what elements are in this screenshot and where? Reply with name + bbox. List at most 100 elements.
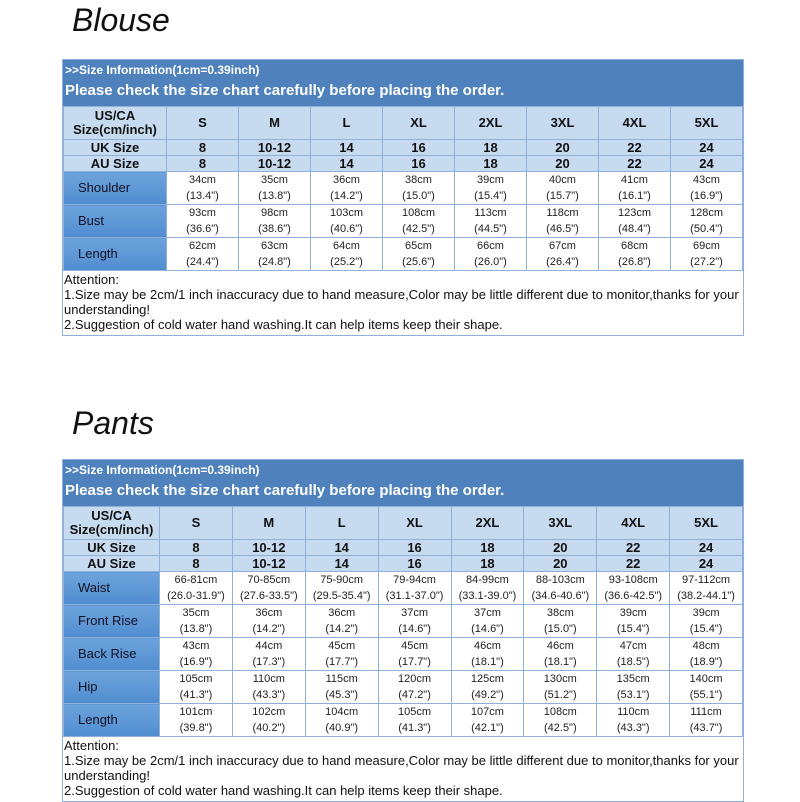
inch-value: (15.4")	[616, 623, 650, 635]
cm-value: 68cm	[621, 240, 648, 252]
inch-value: (38.2-44.1")	[677, 590, 735, 602]
cm-value: 62cm	[189, 240, 216, 252]
inch-value: (17.7")	[398, 656, 431, 668]
cm-value: 128cm	[689, 207, 724, 219]
cm-value: 45cm	[401, 640, 429, 652]
inch-value: (27.2")	[690, 256, 723, 268]
cm-value: 105cm	[179, 673, 213, 685]
size-M: M	[231, 506, 306, 540]
au-size-value: 8	[166, 155, 239, 172]
measurement-cell: 45cm (17.7")	[304, 637, 379, 671]
cm-value: 135cm	[616, 673, 650, 685]
attention-line: Attention:	[64, 272, 119, 287]
measurement-cell: 98cm (38.6")	[238, 204, 311, 238]
au-size-value: 18	[454, 155, 527, 172]
blouse-attention: Attention: 1.Size may be 2cm/1 inch inacc…	[63, 271, 743, 335]
cm-value: 36cm	[255, 607, 283, 619]
inch-value: (13.8")	[258, 190, 291, 202]
inch-value: (39.8")	[179, 722, 213, 734]
measurement-cell: 84-99cm (33.1-39.0")	[450, 571, 525, 605]
au-size-value: 10-12	[231, 555, 306, 572]
size-label-cell: US/CA Size(cm/inch)	[63, 506, 160, 540]
size-2XL: 2XL	[454, 106, 527, 140]
blouse-title: Blouse	[72, 2, 170, 38]
attention-line: 2.Suggestion of cold water hand washing.…	[64, 783, 503, 798]
cm-value: 93-108cm	[608, 574, 658, 586]
uk-size-value: 14	[310, 139, 383, 156]
size-L: L	[304, 506, 379, 540]
inch-value: (45.3")	[325, 689, 358, 701]
cm-value: 69cm	[693, 240, 720, 252]
inch-value: (14.6")	[471, 623, 504, 635]
inch-value: (46.5")	[546, 223, 579, 235]
au-size-value: 20	[526, 155, 599, 172]
measurement-cell: 35cm (13.8")	[159, 604, 233, 638]
cm-value: 75-90cm	[320, 574, 364, 586]
inch-value: (26.4")	[546, 256, 579, 268]
measurement-cell: 104cm (40.9")	[304, 703, 379, 737]
measurement-label: Front Rise	[63, 604, 160, 638]
cm-value: 44cm	[255, 640, 283, 652]
measurement-label: Waist	[63, 571, 160, 605]
size-4XL: 4XL	[598, 106, 671, 140]
measurement-cell: 36cm (14.2")	[231, 604, 306, 638]
cm-value: 120cm	[398, 673, 432, 685]
measurement-row: Shoulder 34cm (13.4") 35cm (13.8") 36cm (14.2"…	[63, 171, 743, 205]
au-size-value: 24	[669, 555, 743, 572]
inch-value: (43.3")	[252, 689, 286, 701]
measurement-cell: 67cm (26.4")	[526, 237, 599, 271]
inch-value: (36.6-42.5")	[604, 590, 663, 602]
inch-value: (14.2")	[325, 623, 358, 635]
inch-value: (44.5")	[474, 223, 507, 235]
cm-value: 98cm	[261, 207, 288, 219]
inch-value: (53.1")	[616, 689, 650, 701]
inch-value: (26.0-31.9")	[167, 590, 225, 602]
cm-value: 47cm	[619, 640, 647, 652]
measurement-cell: 69cm (27.2")	[670, 237, 743, 271]
measurement-cell: 103cm (40.6")	[310, 204, 383, 238]
size-S: S	[159, 506, 233, 540]
cm-value: 37cm	[473, 607, 501, 619]
measurement-cell: 140cm (55.1")	[669, 670, 743, 704]
measurement-cell: 110cm (43.3")	[596, 703, 671, 737]
size-XL: XL	[377, 506, 452, 540]
instruction-line: Please check the size chart carefully be…	[65, 82, 505, 99]
measurement-cell: 97-112cm (38.2-44.1")	[669, 571, 743, 605]
cm-value: 79-94cm	[393, 574, 436, 586]
au-size-value: 14	[310, 155, 383, 172]
size-info-line: >>Size Information(1cm=0.39inch)	[65, 463, 260, 477]
measurement-row: Length 101cm (39.8") 102cm (40.2") 104cm (40.9…	[63, 703, 743, 737]
measurement-cell: 66-81cm (26.0-31.9")	[159, 571, 233, 605]
cm-value: 115cm	[325, 673, 358, 685]
uk-size-value: 22	[598, 139, 671, 156]
size-2XL: 2XL	[450, 506, 525, 540]
uk-size-value: 20	[526, 139, 599, 156]
cm-value: 70-85cm	[247, 574, 291, 586]
cm-value: 38cm	[405, 174, 432, 186]
cm-value: 88-103cm	[535, 574, 585, 586]
cm-value: 140cm	[689, 673, 723, 685]
measurement-cell: 34cm (13.4")	[166, 171, 239, 205]
au-size-value: 8	[159, 555, 233, 572]
uk-size-value: 20	[523, 539, 598, 556]
measurement-cell: 88-103cm (34.6-40.6")	[523, 571, 598, 605]
cm-value: 48cm	[692, 640, 720, 652]
measurement-cell: 130cm (51.2")	[523, 670, 598, 704]
uk-size-label: UK Size	[63, 139, 167, 156]
measurement-cell: 43cm (16.9")	[159, 637, 233, 671]
cm-value: 35cm	[261, 174, 288, 186]
inch-value: (15.0")	[402, 190, 435, 202]
inch-value: (16.9")	[690, 190, 723, 202]
measurement-cell: 48cm (18.9")	[669, 637, 743, 671]
measurement-cell: 135cm (53.1")	[596, 670, 671, 704]
measurement-row: Waist 66-81cm (26.0-31.9") 70-85cm (27.6-33.…	[63, 571, 743, 605]
measurement-cell: 37cm (14.6")	[377, 604, 452, 638]
measurement-cell: 128cm (50.4")	[670, 204, 743, 238]
inch-value: (15.0")	[543, 623, 577, 635]
inch-value: (15.4")	[689, 623, 723, 635]
measurement-cell: 115cm (45.3")	[304, 670, 379, 704]
attention-line: 1.Size may be 2cm/1 inch inaccuracy due …	[64, 287, 739, 317]
inch-value: (49.2")	[471, 689, 504, 701]
measurement-cell: 41cm (16.1")	[598, 171, 671, 205]
cm-value: 105cm	[398, 706, 432, 718]
